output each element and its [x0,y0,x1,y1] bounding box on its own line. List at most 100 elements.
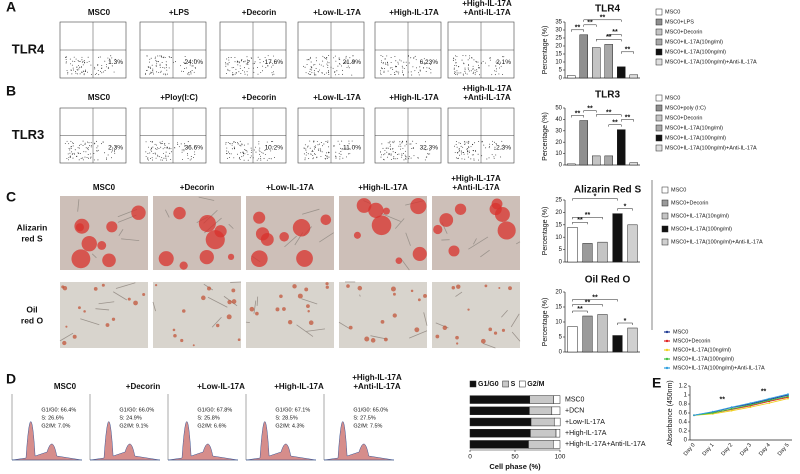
category-label: +High-IL-17A+Anti-IL-17A [565,441,646,448]
flow-event [467,151,469,153]
flow-event [416,67,418,69]
significance-bracket [583,19,622,22]
flow-event [154,148,156,150]
stain-spot [180,338,184,343]
flow-event [114,149,116,151]
flow-event [453,58,455,60]
flow-event [390,153,392,155]
significance-label: * [624,203,627,210]
flow-event [322,145,323,147]
flow-event [192,65,194,67]
flow-event [162,57,164,59]
flow-event [226,150,228,152]
flow-event [394,56,396,57]
legend-swatch [661,199,669,207]
flow-event [455,157,457,159]
x-tick-label: Day 5 [777,442,791,457]
flow-event [478,159,479,161]
x-tick-label: Day 3 [739,442,753,457]
stain-spot [214,225,227,238]
flow-event [152,71,154,73]
flow-event [239,159,241,160]
flow-event [88,142,90,144]
flow-event [152,70,154,71]
flow-event [470,158,472,160]
legend-label: MSC0 [665,9,680,15]
flow-event [188,74,190,76]
flow-event [111,151,112,153]
flow-event [313,146,315,148]
flow-event [87,56,89,58]
flow-event [246,74,248,76]
flow-event [333,57,335,59]
flow-event [394,74,396,75]
flow-event [72,69,74,71]
flow-event [316,157,318,159]
flow-event [228,151,229,153]
micrograph [246,282,334,348]
panel-letter: A [6,0,16,15]
stain-spot [173,333,177,338]
flow-event [163,152,164,154]
y-tick-label: 10 [555,151,562,157]
flow-event [327,71,329,73]
flow-event [244,73,246,75]
flow-event [152,159,154,161]
flow-event [403,159,405,161]
flow-event [100,70,102,72]
flow-event [314,153,315,155]
flow-event [246,150,248,151]
cell-fiber [59,332,74,342]
flow-event [402,67,404,69]
stain-spot [106,221,118,233]
flow-event [168,143,170,145]
flow-event [381,60,382,62]
flow-event [230,153,232,155]
flow-event [156,144,157,146]
flow-event [497,61,499,63]
flow-event [468,141,470,143]
flow-event [309,73,311,75]
stain-spot [227,299,232,305]
stain-spot [198,214,216,233]
flow-event [262,65,264,67]
flow-event [146,70,147,71]
flow-event [264,150,266,151]
flow-event [225,63,227,65]
flow-event [164,73,166,75]
legend-swatch [655,48,663,56]
flow-event [235,68,237,70]
flow-event [84,142,86,144]
flow-event [80,66,82,68]
flow-event [459,154,461,156]
cell-fiber [296,324,314,337]
flow-event [273,71,274,73]
stain-spot [501,328,506,332]
flow-event [91,73,92,75]
flow-event [388,154,390,156]
point [787,397,789,400]
flow-event [495,65,497,67]
y-tick-label: 5 [559,247,563,253]
flow-event [155,157,157,159]
flow-event [415,59,417,61]
flow-event [229,157,230,158]
flow-event [190,158,192,160]
flow-event [325,141,327,142]
image-title: +High-IL-17A [451,174,501,183]
flow-event [70,157,71,158]
flow-event [243,144,245,146]
legend-label: MSC0 [673,329,688,335]
image-title: +Low-IL-17A [266,183,314,192]
flow-event [166,66,167,68]
flow-event [160,143,162,145]
stain-spot [304,287,309,292]
flow-event [413,147,415,149]
flow-event [339,143,341,145]
flow-event [148,73,150,75]
cell-fiber [511,331,521,342]
y-tick-label: 30 [555,128,562,134]
y-tick-label: 0.2 [679,429,688,435]
flow-event [84,143,86,145]
flow-event [77,152,79,154]
